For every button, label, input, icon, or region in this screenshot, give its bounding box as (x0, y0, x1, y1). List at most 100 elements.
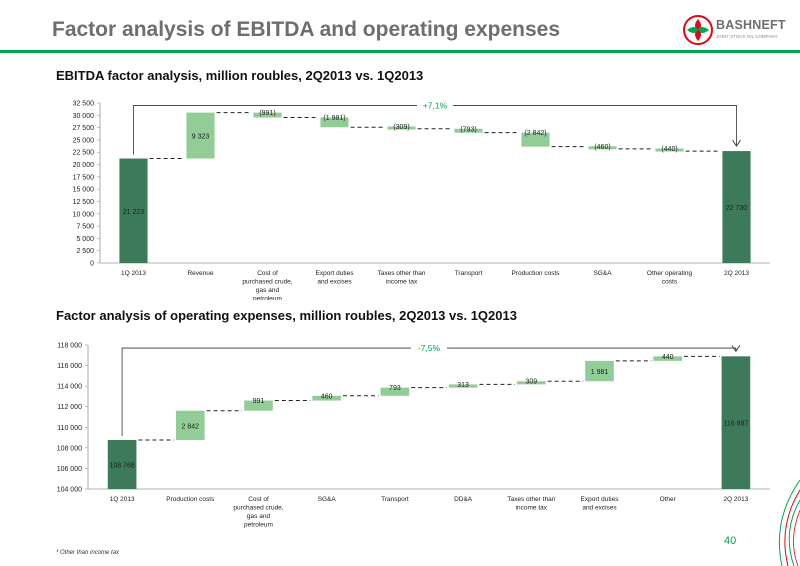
y-tick-label: 106 000 (57, 466, 82, 473)
opex-waterfall-chart: 104 000 106 000 108 000 110 000 112 000 114 0… (57, 340, 770, 529)
y-tick-label: 112 000 (57, 404, 82, 411)
bar-2 (253, 112, 282, 118)
data-label-4: 793 (389, 385, 401, 392)
data-label-3: 460 (321, 393, 333, 400)
category-label: 2Q 2013 (723, 496, 748, 503)
bar-0 (119, 158, 148, 263)
y-tick-label: 12 500 (73, 199, 95, 206)
category-label: Other (660, 496, 677, 503)
ebitda-waterfall-chart: 0 2 500 5 000 7 500 10 000 12 500 15 000 17 500… (73, 97, 770, 301)
footnote: * Other than income tax (56, 550, 120, 556)
y-tick-label: 116 000 (57, 363, 82, 370)
growth-arrowhead (731, 345, 741, 353)
y-tick-label: 32 500 (73, 101, 95, 108)
y-tick-label: 114 000 (57, 384, 82, 391)
bar-9 (721, 356, 751, 489)
y-tick-label: 7 500 (76, 224, 94, 231)
y-tick-label: 30 000 (73, 113, 95, 120)
y-tick-label: 118 000 (57, 343, 82, 350)
ebitda-chart-title: EBITDA factor analysis, million roubles,… (56, 68, 424, 83)
y-tick-label: 0 (90, 261, 94, 268)
bar-1 (175, 410, 205, 440)
bar-3 (320, 117, 349, 128)
annotation-background (417, 97, 453, 112)
y-tick-label: 5 000 (76, 236, 94, 243)
data-label-0: 108 768 (109, 462, 134, 469)
data-label-1: 9 323 (192, 134, 210, 141)
opex-chart-title: Factor analysis of operating expenses, m… (56, 308, 517, 323)
category-label: and excises (317, 279, 352, 286)
page-number: 40 (724, 535, 737, 547)
category-label: Revenue (187, 270, 213, 277)
bar-4 (380, 387, 410, 396)
y-tick-label: 22 500 (73, 150, 95, 157)
category-label: income tax (516, 505, 548, 512)
category-label: petroleum (253, 296, 282, 301)
data-label-6: 309 (525, 379, 537, 386)
bar-3 (312, 395, 342, 401)
page-title: Factor analysis of EBITDA and operating … (52, 18, 561, 41)
bar-7 (588, 146, 617, 150)
category-label: Cost of (248, 496, 269, 503)
category-label: SG&A (318, 496, 337, 503)
annotation-background (411, 340, 447, 355)
category-label: Production costs (511, 270, 560, 277)
bar-4 (387, 126, 416, 130)
growth-arrowhead (732, 139, 741, 147)
growth-annotation: +7,1% (423, 100, 448, 110)
category-label: income tax (386, 279, 418, 286)
header-divider (0, 50, 800, 53)
data-label-3: (1 981) (323, 115, 345, 122)
category-label: gas and (256, 287, 280, 294)
bar-7 (585, 360, 614, 382)
y-tick-label: 17 500 (73, 174, 95, 181)
category-label: Export duties (316, 270, 355, 277)
y-tick-label: 2 500 (76, 248, 94, 255)
bar-0 (107, 439, 137, 489)
bar-5 (448, 384, 478, 388)
category-label: DD&A (454, 496, 473, 503)
y-tick-label: 20 000 (73, 162, 95, 169)
bar-9 (722, 151, 751, 263)
decorative-lines-graphic (778, 479, 800, 566)
category-label: Cost of (257, 270, 278, 277)
category-label: gas and (247, 513, 271, 520)
data-label-4: (309) (393, 124, 409, 131)
y-tick-label: 15 000 (73, 187, 95, 194)
bar-8 (655, 148, 684, 152)
data-label-1: 2 842 (182, 423, 200, 430)
category-label: purchased crude, (233, 505, 283, 512)
category-label: 2Q 2013 (724, 270, 749, 277)
data-label-9: 116 897 (724, 421, 749, 428)
logo-subtitle: JOINT STOCK OIL COMPANY (716, 34, 778, 39)
category-label: Taxes other than (377, 270, 425, 277)
data-label-8: 440 (662, 354, 674, 361)
category-label: and excises (582, 505, 617, 512)
y-tick-label: 10 000 (73, 211, 95, 218)
bar-2 (244, 400, 273, 411)
category-label: Taxes other than (507, 496, 555, 503)
y-tick-label: 27 500 (73, 125, 95, 132)
bar-5 (454, 128, 483, 133)
category-label: costs (662, 279, 678, 286)
growth-annotation: -7,5% (418, 343, 441, 353)
data-label-2: (991) (259, 110, 275, 117)
category-label: 1Q 2013 (110, 496, 135, 503)
bar-6 (516, 381, 546, 385)
category-label: Other operating (647, 270, 693, 277)
data-label-7: 1 981 (591, 369, 609, 376)
category-label: petroleum (244, 522, 273, 529)
bar-8 (653, 356, 683, 361)
bashneft-flower-icon (683, 15, 713, 45)
data-label-9: 22 730 (726, 205, 748, 212)
data-label-2: 991 (253, 398, 265, 405)
logo-name: BASHNEFT (716, 18, 786, 32)
data-label-7: (460) (594, 144, 610, 151)
category-label: Transport (381, 496, 409, 503)
category-label: SG&A (593, 270, 612, 277)
data-label-6: (2 842) (524, 130, 546, 137)
data-label-8: (440) (661, 146, 677, 153)
y-tick-label: 25 000 (73, 137, 95, 144)
category-label: Transport (455, 270, 483, 277)
data-label-5: 313 (457, 382, 469, 389)
